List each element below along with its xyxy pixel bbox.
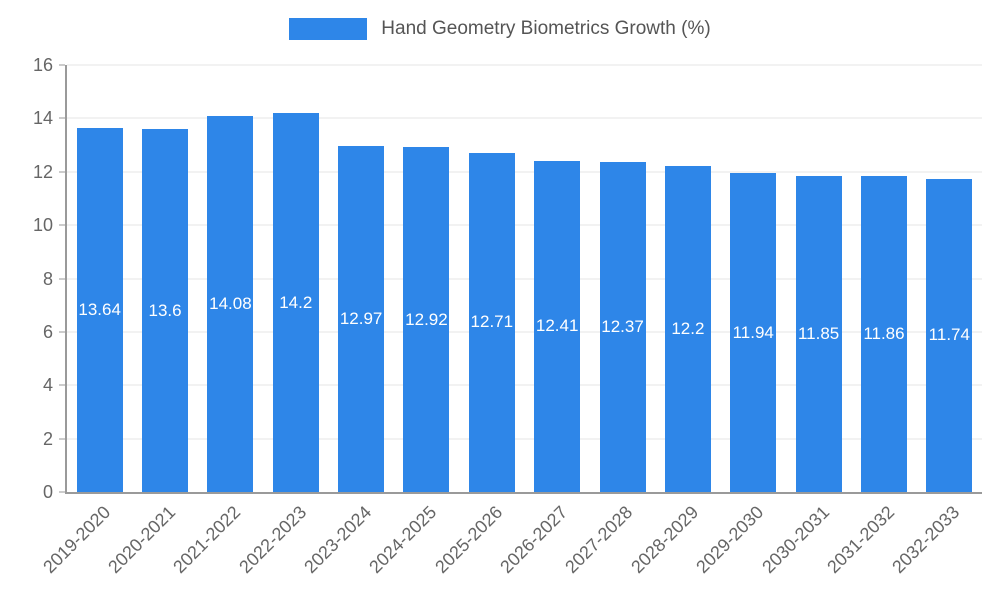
x-axis-label: 2019-2020 [38,502,114,578]
y-tick-label: 2 [42,428,53,449]
y-tick-label: 14 [32,108,53,129]
x-axis-label: 2029-2030 [692,502,768,578]
y-tick-mark [59,384,65,386]
x-axis-label: 2022-2023 [234,502,310,578]
y-tick-mark [59,64,65,66]
bar-value-label: 12.2 [671,319,705,339]
gridline [67,278,982,279]
gridline [67,224,982,226]
y-tick-label: 8 [42,268,53,289]
bar-2029-2030: 11.94 [730,173,777,492]
bar-value-label: 12.92 [405,309,448,329]
x-axis-label: 2031-2032 [823,502,899,578]
y-tick-mark [59,278,65,279]
chart-title: Hand Geometry Biometrics Growth (%) [381,18,711,39]
bar-2024-2025: 12.92 [403,147,450,492]
bar-value-label: 14.2 [279,292,313,312]
bar-2022-2023: 14.2 [272,113,319,492]
bar-value-label: 12.71 [470,312,514,332]
y-tick-label: 0 [42,482,53,502]
y-tick-mark [59,491,65,493]
gridline [67,64,982,66]
bar-value-label: 11.74 [928,325,970,345]
bar-value-label: 14.08 [209,294,252,314]
bar-2031-2032: 11.86 [860,175,907,492]
y-tick-mark [59,438,65,440]
bar-value-label: 13.64 [78,299,121,319]
gridline [67,331,982,333]
x-axis-label: 2032-2033 [888,502,964,578]
bar-value-label: 13.6 [148,300,182,320]
bar-2030-2031: 11.85 [795,175,842,492]
bar-2025-2026: 12.71 [468,152,515,492]
gridline [67,171,982,173]
bar-2023-2024: 12.97 [338,145,385,492]
bar-value-label: 12.97 [339,308,383,328]
bar-2026-2027: 12.41 [534,160,581,492]
x-axis-label: 2027-2028 [561,502,637,578]
bar-value-label: 11.85 [797,323,840,343]
bar-value-label: 11.86 [863,323,905,343]
x-axis-label: 2030-2031 [757,502,833,578]
y-tick-label: 12 [32,161,53,182]
x-axis-label: 2024-2025 [365,502,441,578]
x-axis-label: 2025-2026 [430,502,506,578]
x-axis-label: 2021-2022 [169,502,245,578]
gridline [67,117,982,119]
y-tick-mark [59,331,65,333]
gridline [67,438,982,440]
bar-2028-2029: 12.2 [664,166,711,492]
x-axis-label: 2020-2021 [104,502,180,578]
bar-2032-2033: 11.74 [926,178,973,492]
plot-area: 0 2 4 6 8 10 12 14 16 13.64 2019-2020 13.6 2020-2021… [33,56,982,577]
y-tick-mark [59,171,65,173]
gridline [67,384,982,386]
y-tick-label: 10 [32,215,53,236]
bar-2021-2022: 14.08 [207,116,254,492]
x-axis-label: 2026-2027 [496,502,572,578]
bar-value-label: 11.94 [732,322,774,342]
y-tick-label: 6 [42,321,53,342]
legend-swatch [289,18,368,40]
bar-2019-2020: 13.64 [76,127,123,492]
bar-2027-2028: 12.37 [599,161,646,492]
x-axis-label: 2028-2029 [627,502,703,578]
bar-value-label: 12.37 [601,316,644,336]
bar-value-label: 12.41 [535,316,579,336]
y-tick-label: 16 [32,55,53,75]
y-tick-mark [59,117,65,119]
chart-legend[interactable]: Hand Geometry Biometrics Growth (%) [0,18,1000,40]
y-tick-label: 4 [42,375,53,396]
bar-2020-2021: 13.6 [142,129,189,492]
x-axis-label: 2023-2024 [300,502,376,578]
y-tick-mark [59,224,65,226]
